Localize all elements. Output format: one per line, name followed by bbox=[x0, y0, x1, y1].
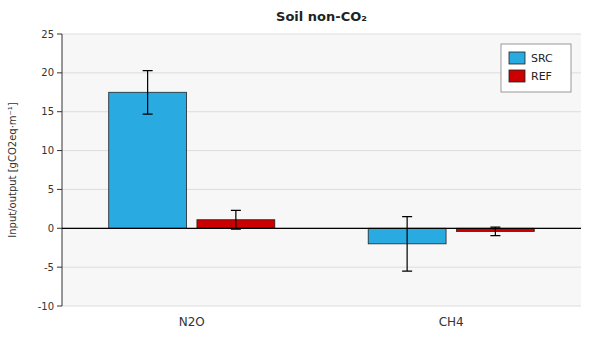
grid-line bbox=[62, 267, 581, 268]
y-axis: -10 -5 0 5 10 15 20 25 bbox=[38, 29, 581, 312]
tick-label: -10 bbox=[38, 301, 54, 312]
plot-background bbox=[62, 34, 581, 306]
tick-mark bbox=[57, 189, 62, 190]
error-bar bbox=[143, 71, 153, 115]
title: Soil non-CO₂ bbox=[276, 9, 367, 24]
bars bbox=[109, 71, 535, 272]
legend-box bbox=[501, 44, 571, 92]
grid-line bbox=[62, 228, 581, 229]
x-axis: N2O CH4 bbox=[179, 315, 464, 329]
category-label: N2O bbox=[179, 315, 205, 329]
tick-label: 25 bbox=[41, 29, 54, 40]
tick-mark bbox=[57, 34, 62, 35]
legend-label: REF bbox=[531, 70, 552, 83]
tick-mark bbox=[57, 150, 62, 151]
tick-mark bbox=[57, 111, 62, 112]
tick-mark bbox=[57, 72, 62, 73]
tick-mark bbox=[57, 228, 62, 229]
grid-line bbox=[62, 306, 581, 307]
tick-label: 10 bbox=[41, 145, 54, 156]
legend: SRC REF bbox=[501, 44, 571, 92]
tick-label: 5 bbox=[48, 184, 54, 195]
tick-mark bbox=[57, 306, 62, 307]
chart-container: -10 -5 0 5 10 15 20 25 N2O CH4 Soil non-CO₂ Input/o… bbox=[0, 0, 597, 340]
tick-label: 0 bbox=[48, 223, 54, 234]
chart-svg: -10 -5 0 5 10 15 20 25 N2O CH4 Soil non-CO₂ Input/o… bbox=[0, 0, 597, 340]
tick-label: 20 bbox=[41, 67, 54, 78]
y-axis-line bbox=[62, 34, 63, 306]
legend-swatch bbox=[509, 70, 525, 82]
tick-mark bbox=[57, 267, 62, 268]
error-bar bbox=[231, 210, 241, 229]
zero-line bbox=[62, 228, 581, 229]
grid-line bbox=[62, 34, 581, 35]
y-axis-label: Input/output [gCO2eq·m⁻¹] bbox=[7, 102, 18, 238]
legend-swatch bbox=[509, 52, 525, 64]
error-bar bbox=[402, 217, 412, 271]
tick-label: 15 bbox=[41, 106, 54, 117]
legend-label: SRC bbox=[531, 52, 553, 65]
category-label: CH4 bbox=[439, 315, 464, 329]
tick-label: -5 bbox=[44, 262, 54, 273]
